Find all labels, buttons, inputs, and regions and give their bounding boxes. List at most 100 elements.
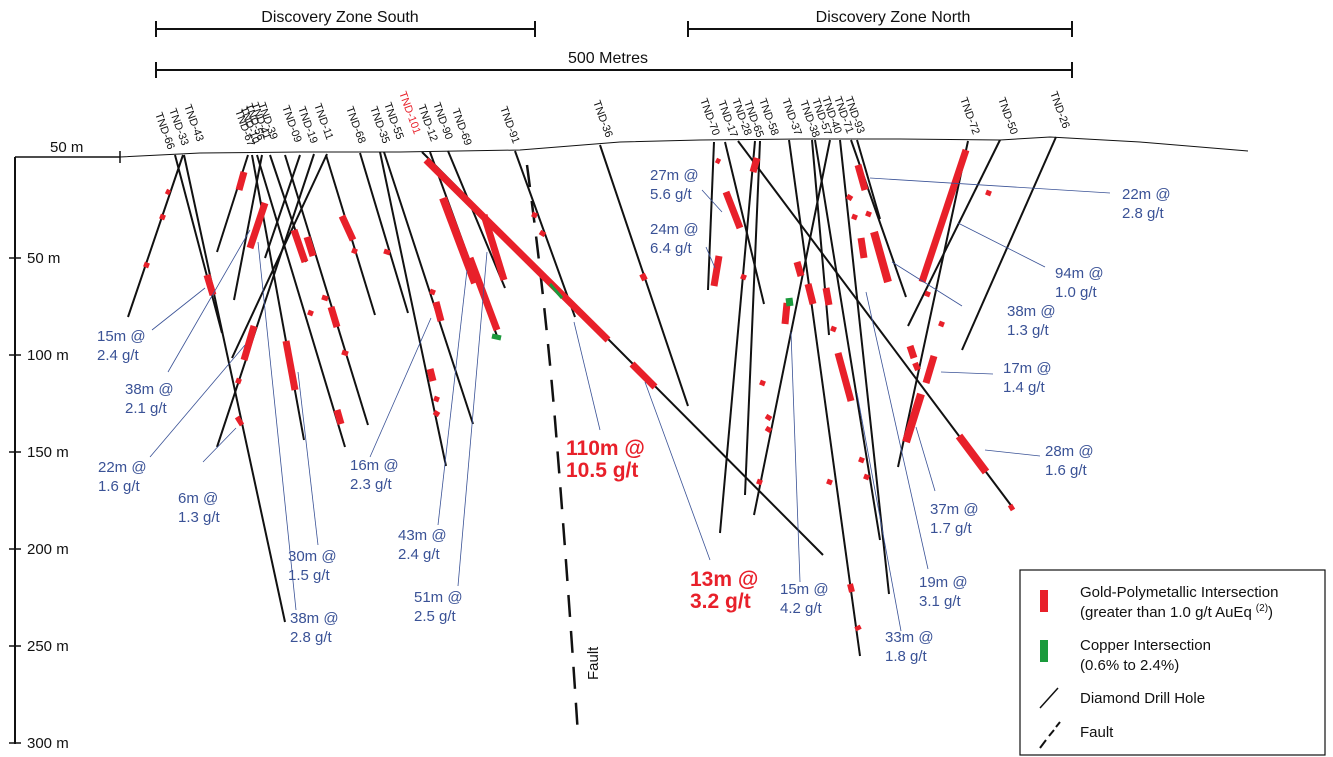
copper-intersection	[548, 283, 564, 299]
fault-label: Fault	[585, 646, 602, 680]
drill-hole	[724, 141, 765, 305]
scale-bar-label: 500 Metres	[568, 50, 648, 67]
intercept-label: 37m @1.7 g/t	[930, 501, 979, 537]
drill-hole	[251, 154, 305, 441]
drill-hole	[383, 151, 474, 425]
gold-intersection	[854, 164, 869, 191]
gold-intersection	[793, 261, 805, 277]
gold-intersection	[439, 196, 479, 285]
gold-intersection	[1007, 503, 1016, 512]
legend: Gold-Polymetallic Intersection (greater t…	[1019, 569, 1326, 756]
gold-intersection	[303, 235, 317, 258]
gold-intersection	[749, 157, 761, 173]
depth-label-200: 200 m	[27, 541, 69, 558]
gold-intersection	[426, 368, 437, 382]
legend-box	[1019, 569, 1326, 756]
assay-tick	[433, 395, 440, 403]
gold-intersection	[290, 228, 309, 264]
intercept-label: 6m @1.3 g/t	[178, 490, 221, 526]
hole-label: TND-26	[1047, 90, 1071, 130]
intercept-label: 28m @1.6 g/t	[1045, 443, 1094, 479]
assay-tick	[863, 473, 870, 481]
surface-line	[119, 136, 1249, 158]
assay-ticks	[143, 157, 992, 486]
leader-line	[856, 392, 902, 632]
depth-label-50: 50 m	[27, 250, 60, 267]
leader-line	[701, 189, 723, 213]
assay-tick	[235, 377, 242, 385]
intercept-label: 38m @2.1 g/t	[125, 381, 174, 417]
gold-intersections	[203, 148, 1016, 632]
scale-bar: 500 Metres	[155, 50, 1073, 78]
assay-tick	[924, 290, 931, 298]
assay-tick	[714, 157, 722, 165]
leader-line	[940, 371, 994, 375]
assay-tick	[321, 294, 329, 302]
legend-copper-label: Copper Intersection (0.6% to 2.4%)	[1080, 637, 1211, 674]
assay-tick	[764, 425, 773, 434]
drill-hole	[284, 154, 369, 426]
assay-tick	[865, 210, 872, 218]
gold-intersection	[912, 361, 921, 372]
drill-hole	[216, 153, 315, 448]
gold-intersection	[240, 325, 258, 361]
legend-copper-swatch	[1040, 640, 1048, 662]
intercept-label: 27m @5.6 g/t	[650, 167, 699, 203]
assay-tick	[851, 213, 858, 221]
drill-hole	[256, 154, 346, 448]
gold-intersection	[423, 157, 611, 343]
hole-label: TND-68	[343, 105, 367, 145]
leader-line	[573, 321, 601, 431]
hole-label: TND-69	[449, 107, 473, 147]
gold-intersection	[246, 201, 269, 250]
assay-tick	[938, 320, 945, 328]
intercept-label: 38m @1.3 g/t	[1007, 303, 1056, 339]
drill-hole	[447, 150, 506, 289]
gold-intersection	[918, 148, 970, 284]
drill-hole	[814, 139, 881, 541]
depth-label-surface: 50 m	[50, 139, 83, 156]
leader-line	[915, 426, 936, 492]
legend-hole-label: Diamond Drill Hole	[1080, 690, 1205, 707]
leader-line	[151, 287, 206, 331]
intercept-label: 33m @1.8 g/t	[885, 629, 934, 665]
leader-line	[457, 251, 488, 587]
assay-tick	[740, 273, 747, 281]
copper-intersection	[785, 297, 794, 307]
intercept-label: 30m @1.5 g/t	[288, 548, 337, 584]
gold-intersection	[710, 255, 723, 287]
assay-tick	[432, 409, 441, 418]
assay-tick	[985, 189, 992, 197]
hole-label: TND-72	[957, 96, 981, 136]
hole-label: TND-50	[995, 96, 1019, 136]
depth-axis: 50 m 50 m 100 m 150 m 200 m 250 m 300 m	[9, 139, 121, 752]
legend-gold-label: Gold-Polymetallic Intersection (greater t…	[1080, 584, 1278, 621]
assay-tick	[429, 288, 436, 296]
drill-hole	[744, 140, 761, 496]
drill-hole	[850, 139, 907, 298]
assay-tick	[830, 325, 837, 333]
gold-intersection	[629, 361, 658, 390]
depth-label-100: 100 m	[27, 347, 69, 364]
intercept-label: 43m @2.4 g/t	[398, 527, 447, 563]
gold-intersection	[906, 344, 918, 360]
leader-line	[869, 177, 1111, 194]
intercept-label: 24m @6.4 g/t	[650, 221, 699, 257]
gold-intersection	[282, 340, 299, 391]
intercept-label-highlight: 13m @3.2 g/t	[690, 568, 758, 613]
assay-tick	[858, 456, 865, 464]
assay-tick	[531, 211, 538, 219]
assay-tick	[764, 413, 773, 422]
hole-label: TND-91	[497, 105, 521, 145]
zone-north-bracket: Discovery Zone North	[687, 9, 1073, 37]
drill-hole	[856, 139, 881, 220]
leader-line	[790, 331, 801, 583]
copper-intersections	[491, 283, 794, 341]
leader-line	[957, 222, 1046, 268]
gold-intersection	[854, 624, 862, 632]
gold-intersection	[639, 272, 648, 282]
gold-intersection	[857, 237, 868, 259]
intercept-label: 19m @3.1 g/t	[919, 574, 968, 610]
leader-line	[149, 344, 246, 458]
drill-hole	[231, 153, 328, 359]
